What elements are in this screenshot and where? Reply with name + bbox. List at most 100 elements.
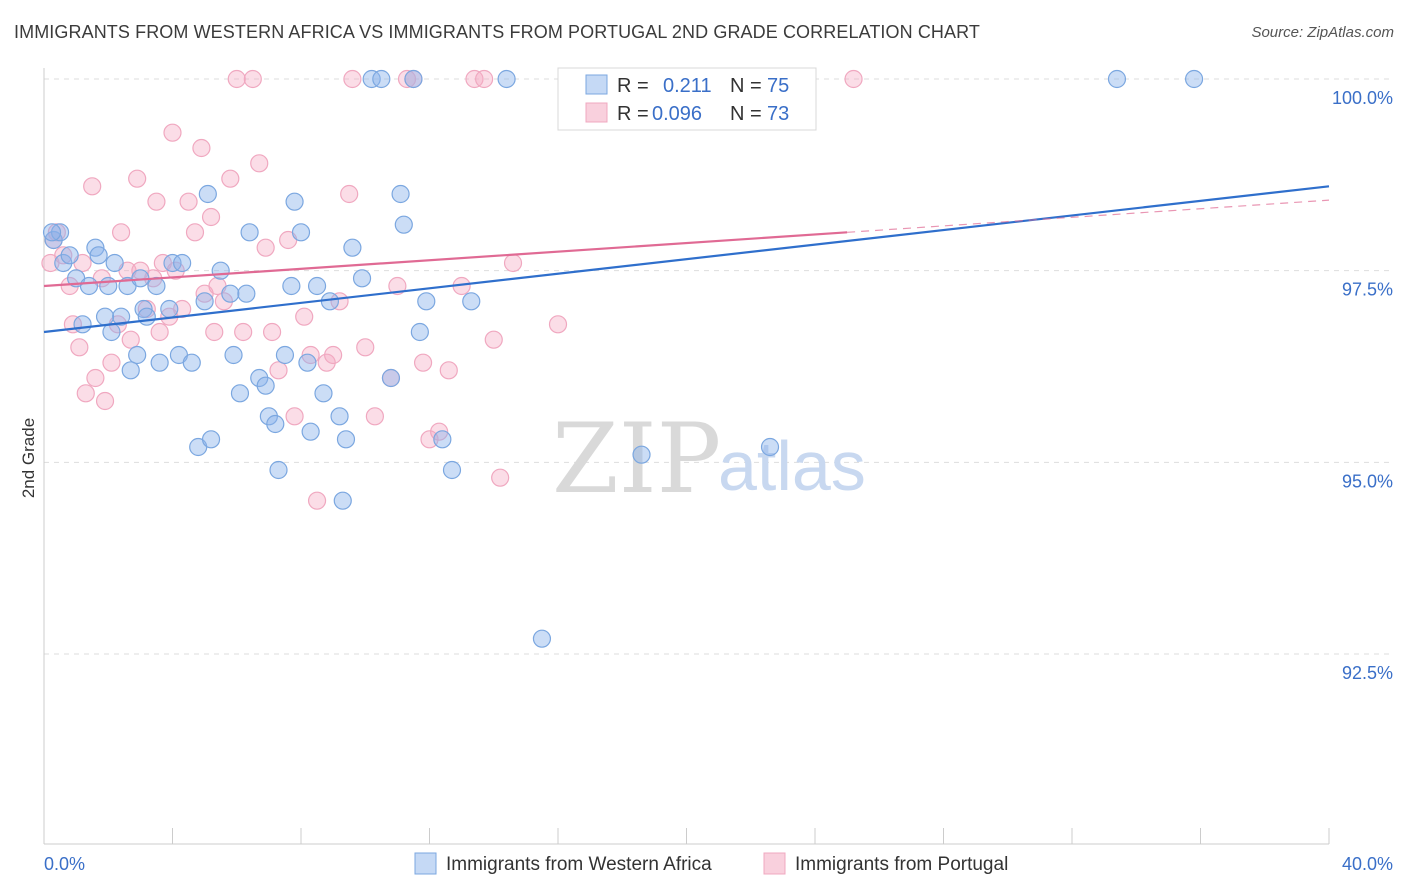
stats-swatch-pink <box>585 102 608 123</box>
point-portugal-21 <box>150 322 169 342</box>
gridlines <box>44 78 1393 655</box>
stats-swatch-blue <box>585 74 608 95</box>
point-western-africa-44 <box>298 353 317 372</box>
point-western-africa-33 <box>237 284 256 303</box>
point-portugal-58 <box>413 353 433 372</box>
point-western-africa-42 <box>285 192 304 211</box>
point-western-africa-12 <box>111 307 131 326</box>
point-portugal-5 <box>70 338 89 357</box>
point-portugal-26 <box>173 299 192 319</box>
stats-r-label-1: R = <box>617 75 649 97</box>
point-portugal-43 <box>285 407 304 426</box>
trend-line-portugal-extension <box>847 199 1330 233</box>
x-tick-label-right: 40.0% <box>1342 854 1393 874</box>
chart-source: Source: ZipAtlas.com <box>1251 24 1394 41</box>
point-western-africa-58 <box>404 69 423 89</box>
point-portugal-69 <box>844 69 863 89</box>
trend-lines <box>43 185 1330 334</box>
point-portugal-11 <box>102 353 121 372</box>
point-western-africa-11 <box>105 253 124 273</box>
point-portugal-56 <box>397 69 417 89</box>
legend-label-portugal: Immigrants from Portugal <box>795 854 1008 875</box>
stats-n-value-2: 73 <box>767 103 789 125</box>
legend-swatch-portugal <box>763 852 786 875</box>
point-western-africa-61 <box>433 430 452 449</box>
point-western-africa-32 <box>230 384 250 403</box>
point-western-africa-9 <box>99 276 118 296</box>
point-western-africa-59 <box>410 322 429 342</box>
point-western-africa-26 <box>195 292 214 311</box>
point-western-africa-19 <box>150 353 169 372</box>
point-western-africa-47 <box>314 384 333 403</box>
legend: Immigrants from Western Africa Immigrant… <box>414 852 1008 875</box>
watermark-atlas: atlas <box>718 427 866 505</box>
point-western-africa-67 <box>632 445 651 464</box>
point-western-africa-15 <box>128 345 147 365</box>
point-western-africa-51 <box>336 430 356 449</box>
point-western-africa-14 <box>121 361 140 380</box>
point-western-africa-69 <box>1107 69 1127 89</box>
point-western-africa-20 <box>160 299 179 319</box>
point-portugal-35 <box>227 69 246 89</box>
watermark-zip: ZIP <box>552 403 721 515</box>
point-western-africa-39 <box>269 460 288 480</box>
point-western-africa-60 <box>417 292 436 311</box>
trend-line-western-africa <box>43 185 1330 334</box>
point-portugal-6 <box>76 384 95 403</box>
point-portugal-50 <box>340 184 359 204</box>
stats-r-value-1: 0.211 <box>663 75 712 97</box>
point-western-africa-49 <box>330 407 349 426</box>
point-western-africa-50 <box>333 491 352 510</box>
point-western-africa-62 <box>442 460 462 480</box>
data-points <box>41 69 1204 648</box>
point-western-africa-29 <box>211 261 230 280</box>
point-western-africa-31 <box>224 345 243 365</box>
point-portugal-67 <box>503 253 523 273</box>
point-western-africa-53 <box>352 269 372 288</box>
point-portugal-32 <box>205 322 224 342</box>
point-western-africa-8 <box>89 246 108 265</box>
point-portugal-41 <box>269 361 288 380</box>
point-western-africa-46 <box>307 276 327 296</box>
point-western-africa-27 <box>198 184 217 204</box>
point-western-africa-36 <box>256 376 275 395</box>
point-western-africa-63 <box>462 292 481 311</box>
point-portugal-28 <box>185 223 205 242</box>
x-tick-label-left: 0.0% <box>44 854 85 874</box>
point-western-africa-64 <box>497 69 516 89</box>
point-portugal-44 <box>295 307 314 326</box>
point-portugal-8 <box>86 368 105 388</box>
point-portugal-29 <box>192 138 211 158</box>
point-western-africa-54 <box>362 69 381 89</box>
point-portugal-13 <box>111 223 131 242</box>
point-portugal-24 <box>163 123 182 142</box>
y-tick-label-0: 100.0% <box>1332 88 1393 108</box>
point-western-africa-24 <box>182 353 201 372</box>
trend-line-portugal <box>43 231 848 288</box>
y-tick-labels: 100.0% 97.5% 95.0% 92.5% <box>1332 88 1393 683</box>
point-western-africa-18 <box>147 276 166 296</box>
axes <box>43 68 1330 845</box>
point-western-africa-45 <box>301 422 320 441</box>
point-western-africa-41 <box>282 276 301 296</box>
point-portugal-36 <box>234 322 253 342</box>
point-western-africa-34 <box>240 223 259 242</box>
point-portugal-7 <box>83 177 102 196</box>
point-portugal-68 <box>548 315 568 334</box>
point-western-africa-65 <box>532 629 552 648</box>
point-portugal-48 <box>324 345 343 365</box>
stats-n-label-2: N = <box>730 103 762 125</box>
point-western-africa-71 <box>42 223 62 242</box>
point-western-africa-17 <box>137 307 156 326</box>
point-western-africa-57 <box>394 215 413 234</box>
point-portugal-15 <box>121 330 140 349</box>
point-portugal-64 <box>475 69 494 89</box>
point-portugal-10 <box>95 391 115 411</box>
point-western-africa-3 <box>60 246 79 265</box>
stats-r-label-2: R = <box>617 103 649 125</box>
legend-swatch-western-africa <box>414 852 437 875</box>
point-western-africa-55 <box>381 368 401 388</box>
point-portugal-55 <box>388 276 407 296</box>
point-portugal-31 <box>201 207 221 227</box>
point-portugal-51 <box>343 69 362 89</box>
